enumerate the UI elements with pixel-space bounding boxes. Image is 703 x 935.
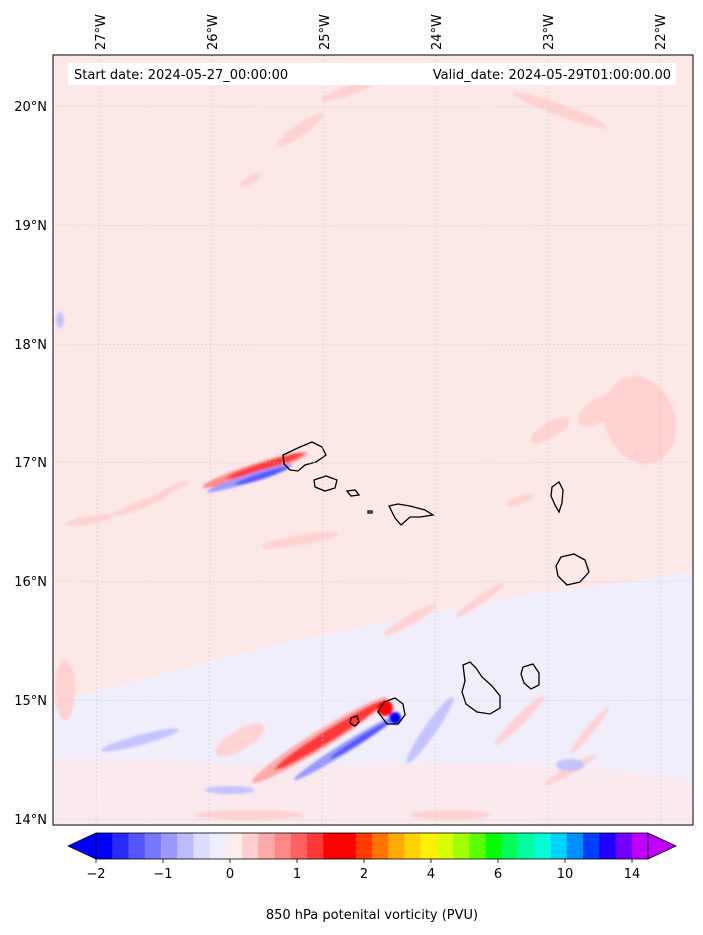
colorbar-label: 850 hPa potenital vorticity (PVU) [266,908,478,923]
lat-tick-label: 15°N [14,694,47,709]
colorbar-segment [518,833,535,859]
pv-positive-region-south [53,758,693,825]
colorbar-segment [144,833,162,859]
colorbar-segment [436,833,454,859]
colorbar-tick-label: 0 [226,867,234,882]
colorbar-segment [631,833,649,859]
colorbar-segment [128,833,146,859]
lat-tick-label: 16°N [14,575,47,590]
island-boa-vista [555,553,590,586]
lat-tick-label: 17°N [14,456,47,471]
lat-tick-label: 14°N [14,813,47,828]
island-sao-nicolau [388,503,435,526]
island-maio [520,663,540,690]
colorbar-segment [339,833,357,859]
lat-tick-label: 19°N [14,219,47,234]
longitude-labels: 27°W 26°W 25°W 24°W 23°W 22°W [94,14,669,50]
latitude-labels: 20°N 19°N 18°N 17°N 16°N 15°N 14°N [14,100,47,828]
colorbar-segment [355,833,373,859]
colorbar-segment [372,833,389,859]
island-santiago [461,661,501,715]
valid-date-label: Valid_date: 2024-05-29T01:00:00.00 [433,68,671,83]
pv-negative-region-south [53,570,693,825]
colorbar-segment [177,833,194,859]
island-fogo [377,697,406,725]
colorbar-segment [96,833,113,859]
colorbar-segment [615,833,633,859]
colorbar-segment [485,833,503,859]
colorbar-segment [209,833,227,859]
map-panel: Start date: 2024-05-27_00:00:00 Valid_da… [52,54,694,826]
colorbar-tick-label: 2 [360,867,368,882]
map-frame [52,54,694,826]
colorbar-tick-label: 4 [427,867,435,882]
colorbar-tick-label: −1 [153,867,172,882]
colorbar-segment [420,833,438,859]
coastlines [282,441,590,727]
lon-tick-label: 23°W [542,14,557,50]
lon-tick-label: 25°W [318,14,333,50]
lon-tick-label: 26°W [206,14,221,50]
colorbar-segment [388,833,405,859]
island-ilheu [367,510,373,514]
colorbar-tick-label: 1 [293,867,301,882]
island-santo-antao [282,441,327,472]
colorbar-segment [258,833,276,859]
colorbar-segment [550,833,568,859]
colorbar-frame [95,832,649,860]
colorbar-segment [599,833,617,859]
colorbar-segment [274,833,292,859]
colorbar-tick-label: −2 [86,867,105,882]
colorbar-segment [160,833,178,859]
graticule [53,55,693,825]
colorbar-segment [566,833,584,859]
pv-weak-negative-streaks [56,312,584,794]
colorbar-tick-label: 10 [557,867,574,882]
colorbar-segment [225,833,243,859]
island-sao-vicente [313,475,338,492]
island-brava [349,715,360,727]
lat-tick-label: 20°N [14,100,47,115]
colorbar-max-arrow [647,832,677,860]
colorbar-segment [242,833,259,859]
colorbar-segment [290,833,308,859]
colorbar: −2 −1 0 1 2 4 6 10 14 850 hPa potenital vorticit… [67,832,677,923]
header-box [68,63,676,85]
colorbar-segment [501,833,519,859]
colorbar-segment [453,833,470,859]
colorbar-segment [534,833,552,859]
colorbar-segment [307,833,324,859]
island-sal [550,481,564,514]
colorbar-min-arrow [67,832,97,860]
colorbar-segment [404,833,422,859]
colorbar-segment [323,833,341,859]
lat-tick-label: 18°N [14,338,47,353]
lon-tick-label: 22°W [654,14,669,50]
colorbar-tick-label: 14 [624,867,641,882]
pv-contour-field [53,55,693,825]
start-date-label: Start date: 2024-05-27_00:00:00 [74,68,288,83]
island-santa-luzia [345,489,361,497]
colorbar-ticks: −2 −1 0 1 2 4 6 10 14 [86,859,640,882]
colorbar-tick-label: 6 [494,867,502,882]
colorbar-segment [112,833,129,859]
colorbar-segments [96,833,649,859]
lon-tick-label: 27°W [94,14,109,50]
colorbar-segment [583,833,600,859]
colorbar-segment [469,833,487,859]
lon-tick-label: 24°W [430,14,445,50]
colorbar-segment [193,833,211,859]
